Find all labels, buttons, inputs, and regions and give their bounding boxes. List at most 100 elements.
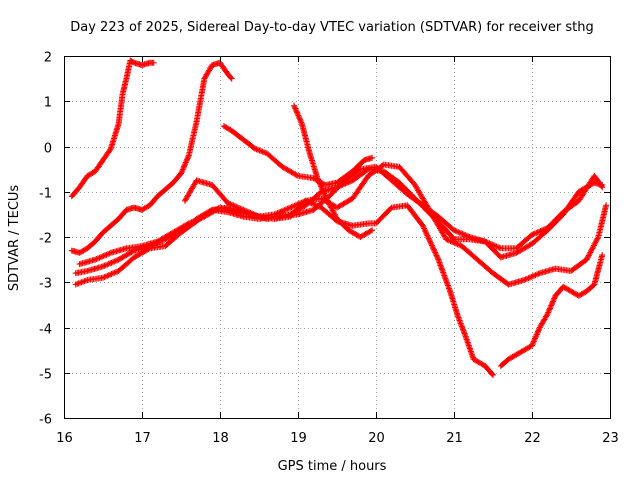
data-point-segment [497,245,518,252]
data-point-segment [193,77,208,125]
data-point-segment [396,163,417,187]
y-tick-label: 0 [44,142,52,157]
data-point-segment [505,277,526,288]
data-point-segment [185,214,206,227]
data-point-segment [583,282,597,295]
data-point-segment [513,347,526,358]
data-point-segment [115,93,126,127]
data-point-segment [220,123,234,133]
x-axis-label: GPS time / hours [278,459,387,474]
data-point-segment [435,256,453,293]
data-point-segment [279,163,300,179]
data-point-segment [591,172,606,191]
data-point-segment [224,71,235,82]
data-point-segment [295,172,315,181]
data-point-segment [146,59,157,66]
data-point-segment [536,312,550,331]
data-point-segment [521,343,534,354]
data-point-segment [68,185,82,200]
data-point-segment [209,182,230,205]
data-point-segment [544,210,566,231]
data-point-segment [380,161,401,170]
data-point-segment [178,153,192,177]
data-point-segment [119,77,129,98]
data-point-segment [302,195,323,204]
data-point-segment [84,239,98,252]
data-point-segment [349,174,371,202]
data-point-segment [462,333,476,361]
data-point-segment [470,356,487,369]
data-point-segment [513,241,534,256]
data-point-segment [404,202,425,228]
data-point-segment [201,63,215,82]
data-point-segment [146,194,160,209]
data-point-segment [131,246,152,261]
data-point-segment [76,246,90,256]
data-point-segment [123,243,144,252]
x-tick-label: 17 [134,431,151,446]
data-point-segment [76,174,90,191]
data-points [68,57,610,378]
data-point-segment [100,268,121,281]
data-point-segment [482,238,503,251]
x-tick-label: 23 [602,431,619,446]
y-tick-label: -6 [39,413,52,428]
y-axis-label: SDTVAR / TECUs [7,185,22,292]
data-point-segment [256,213,276,222]
data-point-segment [404,191,425,208]
data-point-segment [560,198,581,216]
data-point-segment [185,120,200,159]
data-point-segment [139,203,152,213]
data-point-segment [552,265,573,274]
data-point-segment [458,243,480,262]
series-track-4 [497,252,606,369]
axis-ticks: 16 17 18 19 20 21 22 23 -6 -5 -4 -3 -2 -1 0 1 2 [39,51,619,447]
data-point-segment [193,177,214,188]
data-point-segment [92,250,113,263]
data-point-segment [482,363,496,378]
data-point-segment [591,252,606,288]
data-point-segment [361,154,376,164]
data-point-segment [357,227,376,240]
data-point-segment [295,207,316,218]
data-point-segment [536,266,557,277]
data-point-segment [583,235,601,263]
x-tick-label: 21 [446,431,463,446]
data-point-segment [388,177,409,196]
data-point-segment [349,220,370,229]
data-point-segment [341,167,363,184]
series-track-8 [220,123,376,188]
data-point-segment [419,222,441,262]
x-tick-label: 16 [56,431,73,446]
data-point-segment [107,122,122,152]
data-point-segment [306,150,320,180]
data-point-segment [146,243,167,252]
data-point-segment [521,270,542,283]
data-point-segment [427,209,449,241]
data-point-segment [263,150,285,169]
y-tick-label: -2 [39,232,52,247]
y-tick-label: -3 [39,277,52,292]
data-point-segment [334,196,355,211]
data-point-segment [271,213,292,222]
data-point-segment [92,158,106,175]
data-point-segment [334,169,355,186]
data-point-segment [349,167,370,184]
y-tick-label: -5 [39,368,52,383]
data-point-segment [474,256,495,276]
data-point-segment [412,182,433,214]
data-point-segment [365,162,386,179]
data-point-segment [505,352,519,363]
data-point-segment [107,245,128,256]
data-point-segment [115,248,136,263]
data-point-segment [322,193,340,221]
data-point-segment [170,171,183,186]
data-point-segment [454,313,469,339]
data-point-segment [560,283,573,294]
data-point-segment [349,158,367,175]
data-point-segment [107,216,121,229]
data-point-segment [127,57,136,65]
y-tick-label: -1 [39,187,52,202]
data-point-segment [373,205,394,227]
data-point-segment [451,227,472,240]
